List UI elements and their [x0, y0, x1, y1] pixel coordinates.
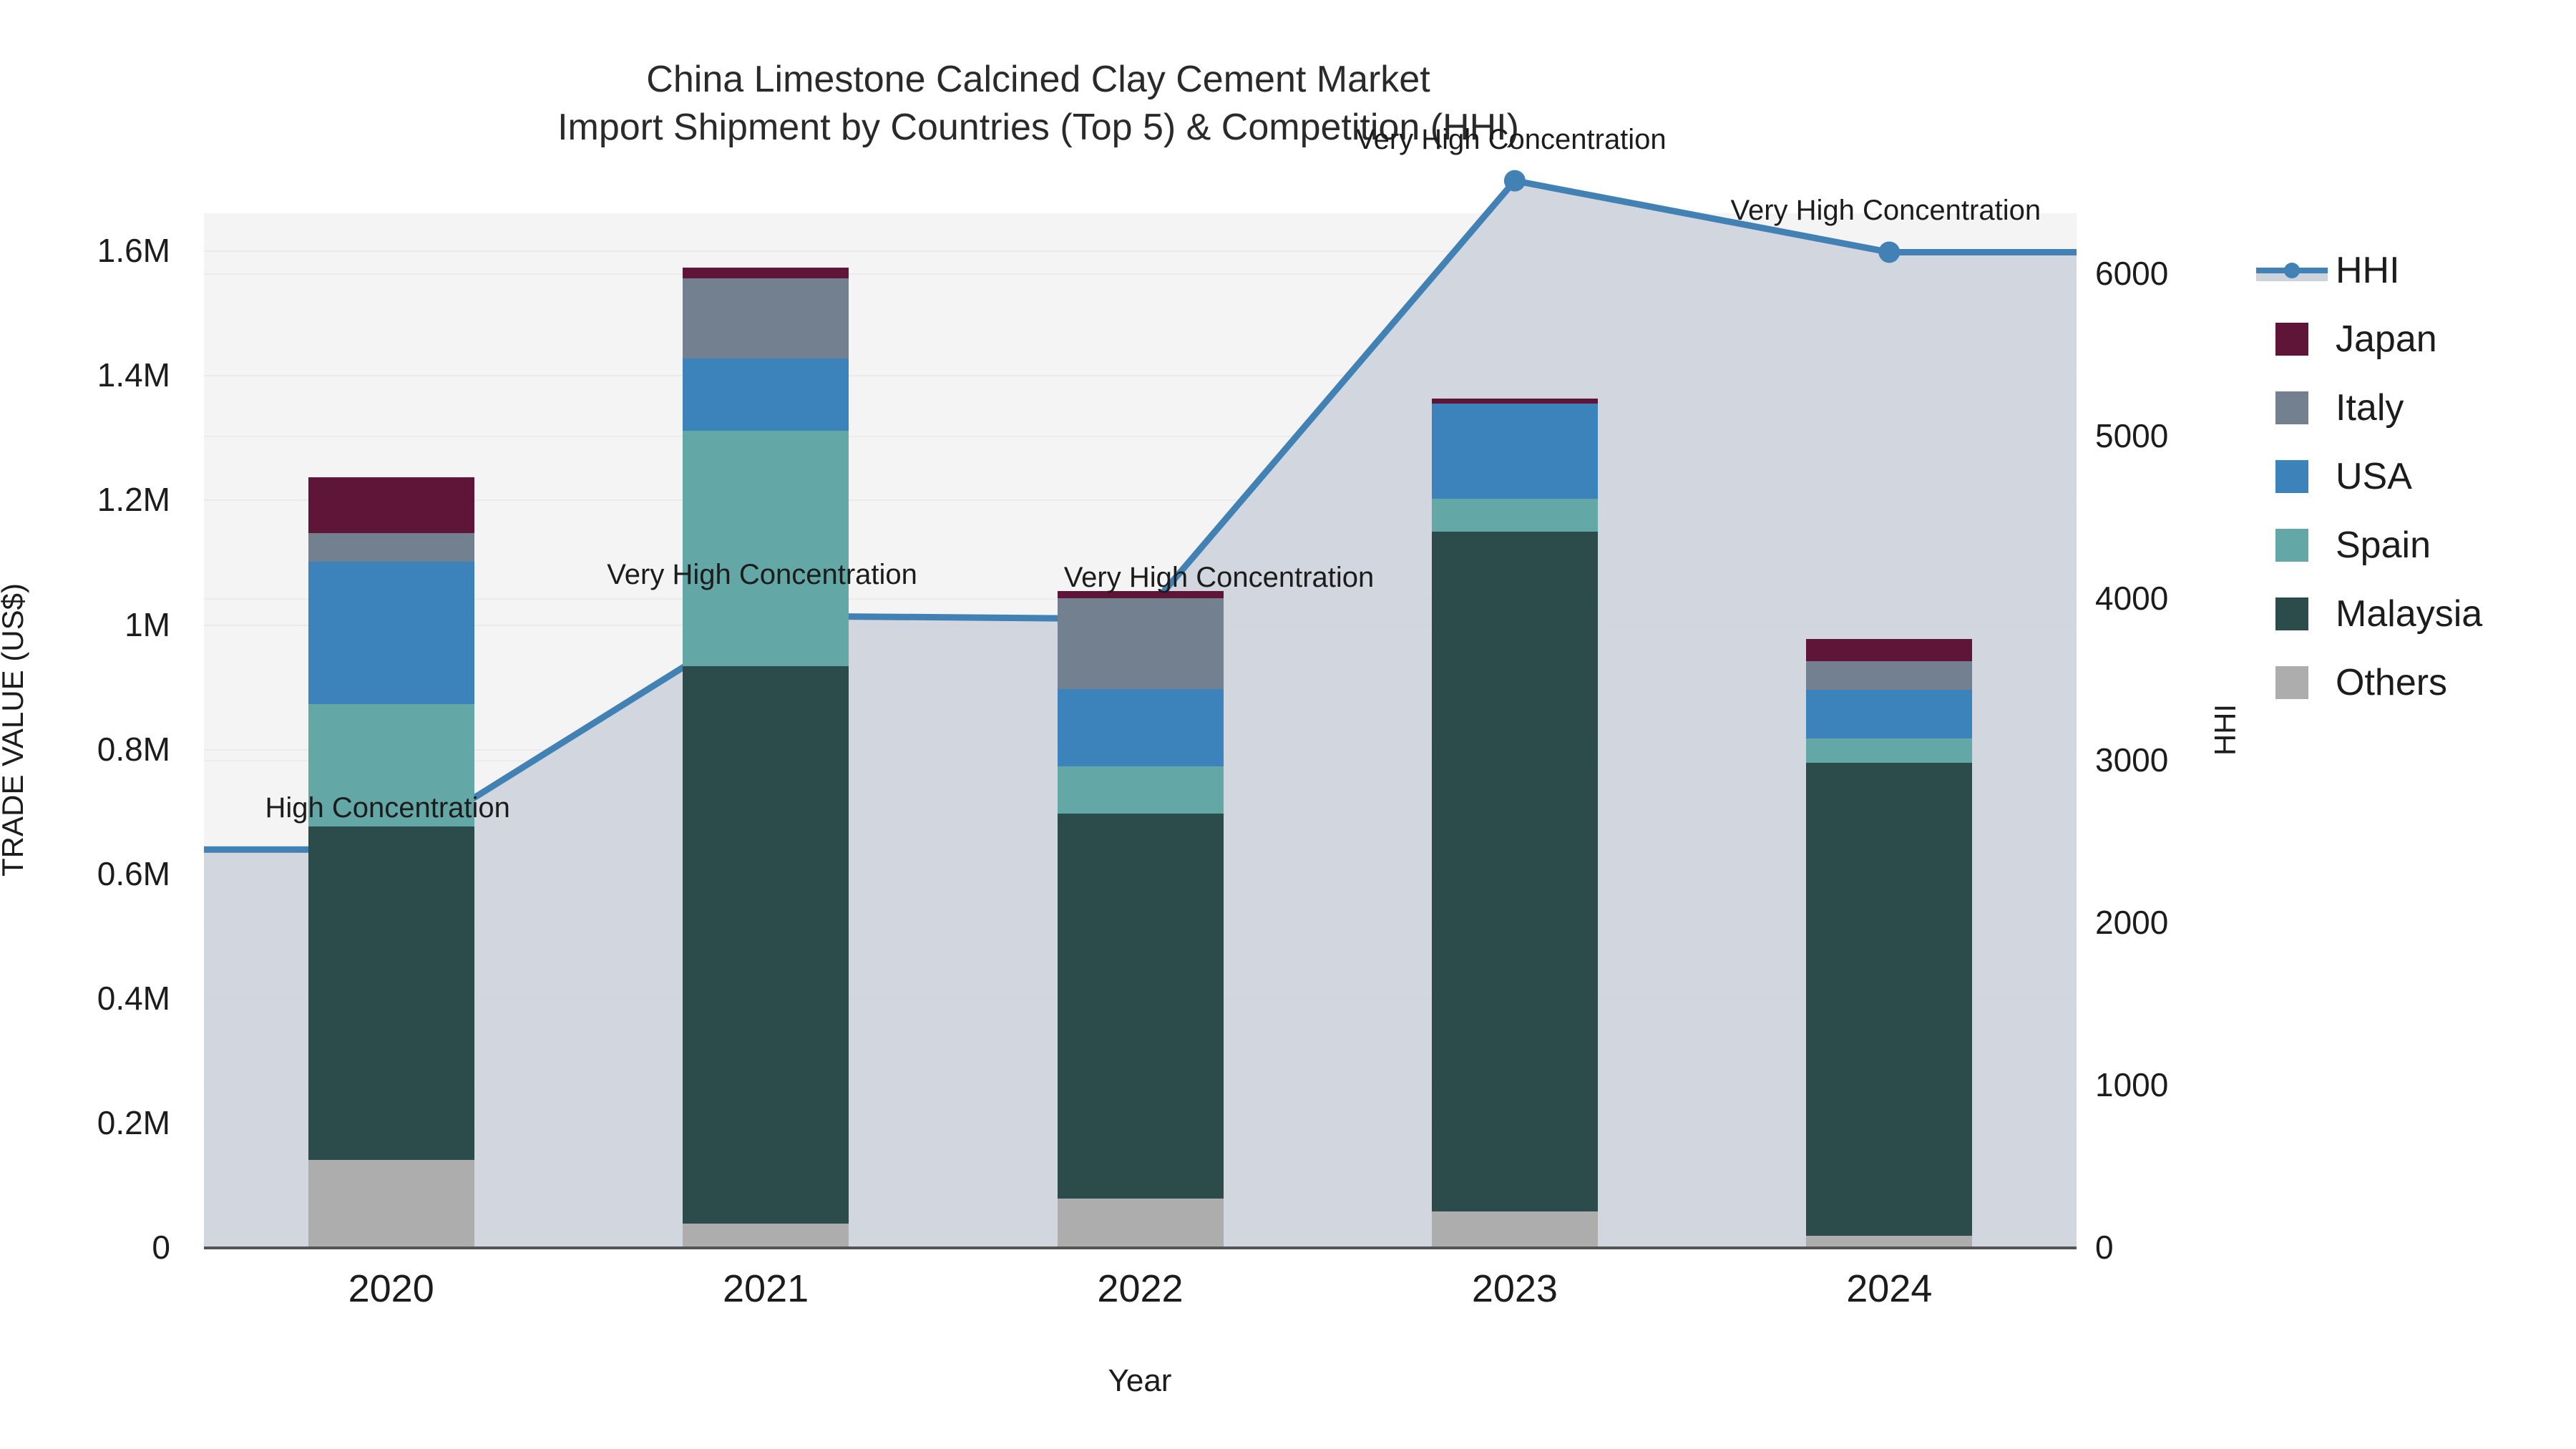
y-tick-left-6: 1.2M	[97, 481, 170, 519]
gridline-right-5	[204, 435, 2077, 437]
bar-segment-malaysia-2023[interactable]	[1431, 531, 1598, 1212]
bar-segment-usa-2023[interactable]	[1431, 404, 1598, 499]
bar-segment-spain-2020[interactable]	[308, 703, 474, 827]
hhi-annotation-2022: Very High Concentration	[1063, 562, 1375, 594]
chart-title-line-1: China Limestone Calcined Clay Cement Mar…	[646, 59, 1430, 100]
bar-segment-japan-2021[interactable]	[683, 267, 849, 279]
legend-item-usa[interactable]: USA	[2275, 442, 2482, 511]
y-axis-right-label: HHI	[2208, 703, 2242, 756]
bar-segment-japan-2023[interactable]	[1431, 399, 1598, 404]
y-tick-left-4: 0.8M	[97, 730, 170, 768]
bar-segment-usa-2021[interactable]	[683, 358, 849, 431]
hhi-annotation-2024: Very High Concentration	[1730, 195, 2041, 227]
legend-swatch-spain	[2275, 529, 2308, 562]
y-tick-left-8: 1.6M	[97, 232, 170, 270]
bar-segment-spain-2023[interactable]	[1431, 498, 1598, 532]
legend-item-spain[interactable]: Spain	[2275, 511, 2482, 580]
legend-item-malaysia[interactable]: Malaysia	[2275, 580, 2482, 648]
bar-segment-spain-2021[interactable]	[683, 430, 849, 666]
bar-segment-malaysia-2024[interactable]	[1806, 762, 1973, 1236]
bar-segment-japan-2024[interactable]	[1806, 639, 1973, 661]
gridline-left-6	[204, 499, 2077, 502]
legend-swatch-usa	[2275, 460, 2308, 493]
hhi-point-2023[interactable]	[1503, 170, 1526, 192]
legend-item-italy[interactable]: Italy	[2275, 374, 2482, 442]
legend-label-malaysia: Malaysia	[2336, 593, 2483, 635]
x-axis-line	[204, 1246, 2077, 1249]
bar-segment-italy-2021[interactable]	[683, 278, 849, 358]
bar-segment-malaysia-2022[interactable]	[1057, 814, 1224, 1199]
legend-label-usa: USA	[2336, 456, 2412, 497]
hhi-point-2024[interactable]	[1878, 241, 1901, 263]
bar-segment-others-2022[interactable]	[1057, 1199, 1224, 1247]
x-tick-2023: 2023	[1471, 1267, 1558, 1310]
legend-label-spain: Spain	[2336, 525, 2431, 566]
bar-segment-usa-2022[interactable]	[1057, 689, 1224, 766]
legend-label-italy: Italy	[2336, 387, 2404, 429]
chart-title-line-2: Import Shipment by Countries (Top 5) & C…	[557, 106, 1519, 148]
bar-segment-others-2024[interactable]	[1806, 1236, 1973, 1247]
gridline-right-6	[204, 273, 2077, 275]
x-axis-label: Year	[1108, 1363, 1172, 1398]
y-tick-right-2: 2000	[2095, 904, 2169, 942]
y-tick-right-3: 3000	[2095, 741, 2169, 779]
x-tick-2020: 2020	[348, 1267, 434, 1310]
gridline-left-7	[204, 375, 2077, 377]
x-tick-2022: 2022	[1097, 1267, 1184, 1310]
y-tick-left-0: 0	[152, 1229, 170, 1266]
x-tick-2021: 2021	[723, 1267, 809, 1310]
y-tick-left-1: 0.2M	[97, 1103, 170, 1141]
bar-segment-others-2021[interactable]	[683, 1223, 849, 1247]
y-tick-right-1: 1000	[2095, 1066, 2169, 1104]
hhi-annotation-2020: High Concentration	[265, 792, 510, 824]
bar-segment-japan-2020[interactable]	[308, 477, 474, 534]
bar-segment-usa-2020[interactable]	[308, 562, 474, 704]
legend-line-icon	[2256, 254, 2328, 287]
y-tick-left-7: 1.4M	[97, 356, 170, 394]
gridline-left-8	[204, 250, 2077, 253]
bar-segment-italy-2024[interactable]	[1806, 660, 1973, 690]
y-tick-left-3: 0.6M	[97, 854, 170, 892]
bar-segment-italy-2020[interactable]	[308, 533, 474, 562]
legend-label-others: Others	[2336, 662, 2448, 703]
chart-legend: HHI Japan Italy USA Spain Malaysia Others	[2256, 236, 2482, 717]
chart-title: China Limestone Calcined Clay Cement Mar…	[0, 56, 2077, 151]
hhi-annotation-2023: Very High Concentration	[1356, 123, 1667, 155]
hhi-annotation-2021: Very High Concentration	[607, 558, 917, 590]
y-tick-right-0: 0	[2095, 1229, 2114, 1266]
legend-item-hhi[interactable]: HHI	[2256, 236, 2482, 305]
legend-swatch-others	[2275, 666, 2308, 699]
bar-segment-spain-2022[interactable]	[1057, 766, 1224, 814]
y-tick-right-5: 5000	[2095, 416, 2169, 454]
legend-item-others[interactable]: Others	[2275, 648, 2482, 717]
bar-segment-spain-2024[interactable]	[1806, 738, 1973, 763]
bar-segment-malaysia-2021[interactable]	[683, 665, 849, 1224]
bar-segment-usa-2024[interactable]	[1806, 689, 1973, 738]
legend-label-japan: Japan	[2336, 318, 2437, 360]
legend-swatch-italy	[2275, 391, 2308, 424]
y-tick-right-4: 4000	[2095, 579, 2169, 617]
bar-segment-italy-2022[interactable]	[1057, 597, 1224, 690]
bar-segment-others-2023[interactable]	[1431, 1211, 1598, 1247]
legend-swatch-malaysia	[2275, 597, 2308, 630]
bar-segment-malaysia-2020[interactable]	[308, 826, 474, 1161]
y-tick-right-6: 6000	[2095, 254, 2169, 292]
legend-item-japan[interactable]: Japan	[2275, 305, 2482, 374]
y-tick-left-5: 1M	[125, 605, 170, 643]
bar-segment-japan-2022[interactable]	[1057, 590, 1224, 598]
legend-swatch-japan	[2275, 323, 2308, 356]
x-tick-2024: 2024	[1846, 1267, 1933, 1310]
bar-segment-others-2020[interactable]	[308, 1160, 474, 1247]
legend-label-hhi: HHI	[2336, 250, 2400, 291]
y-axis-left-label: TRADE VALUE (US$)	[0, 583, 29, 877]
y-tick-left-2: 0.4M	[97, 979, 170, 1017]
